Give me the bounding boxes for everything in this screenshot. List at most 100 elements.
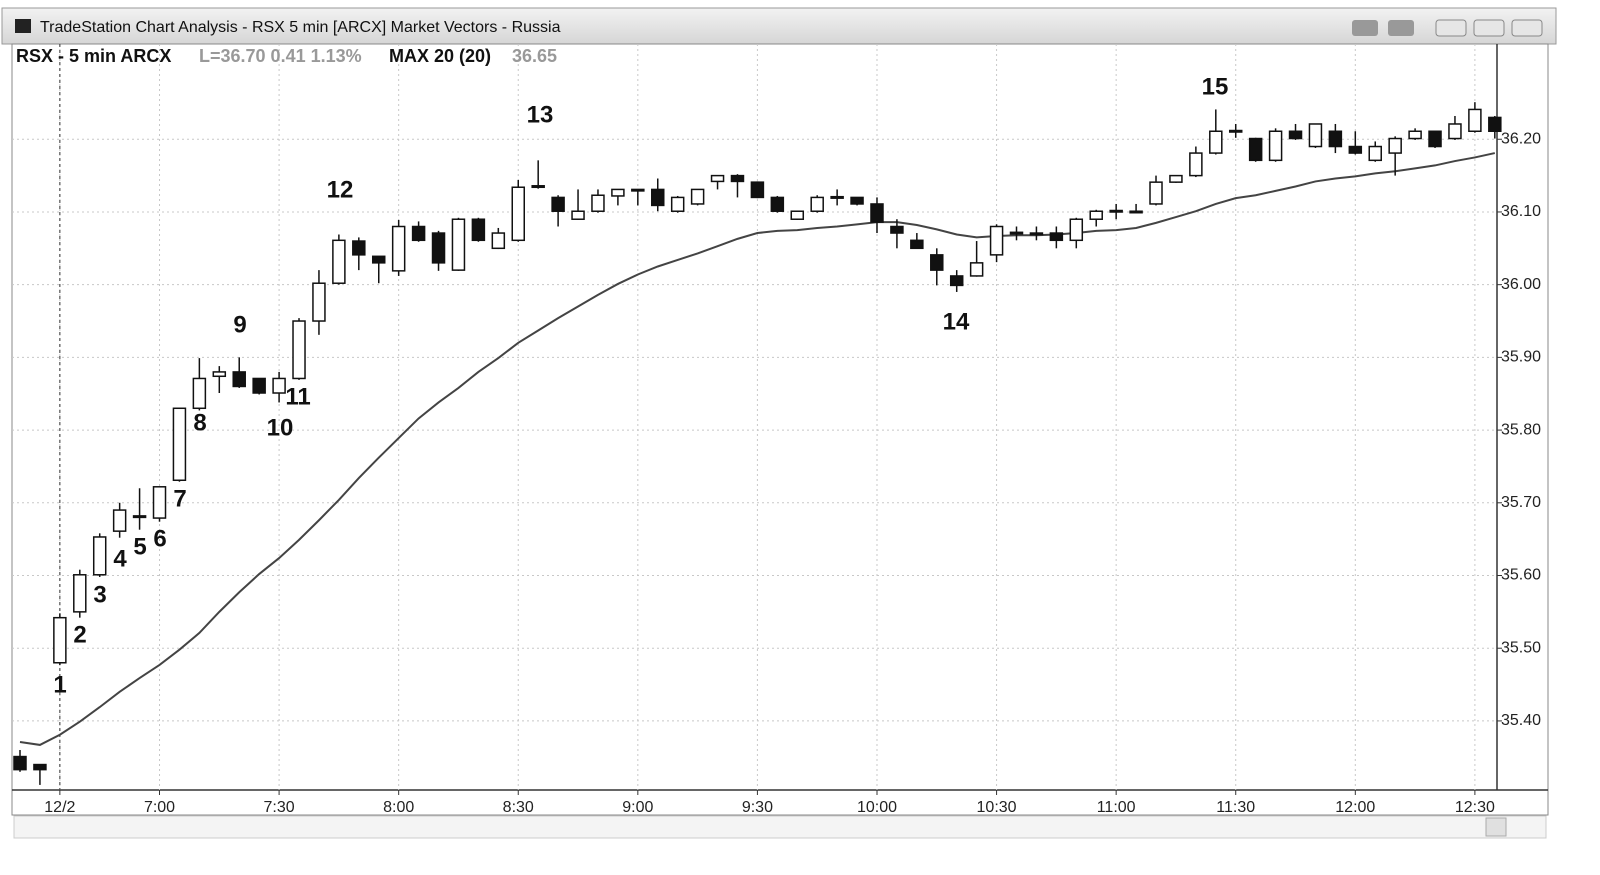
candle-body [212,371,227,378]
candle-body [451,218,466,271]
candle-body [651,188,665,207]
candle-body [411,225,426,242]
candle-body [1009,231,1024,235]
x-tick-label: 7:30 [264,799,295,816]
candle-body [292,320,306,380]
candle-body [1149,181,1163,205]
bar-annotation: 13 [527,101,554,128]
minimize-button[interactable] [1435,19,1467,37]
candle-body [1328,130,1343,148]
moving-average-line [19,152,1496,746]
candle-body [730,174,745,183]
scroll-thumb[interactable] [1485,817,1507,837]
candle-body [431,232,446,264]
bar-annotation: 11 [285,383,310,410]
bar-annotation: 8 [193,409,206,436]
candle-body [371,255,386,264]
x-tick-label: 9:00 [622,799,653,816]
candle-body [670,196,685,212]
window-buttons [1352,19,1543,37]
x-tick-label: 7:00 [144,799,175,816]
x-tick-label: 9:30 [742,799,773,816]
candle-body [591,194,605,212]
candle-body [391,225,406,272]
bar-annotation: 4 [113,545,127,572]
candle-body [491,232,506,250]
scrollbar[interactable] [13,815,1547,839]
candle-body [471,218,486,242]
candle-body [810,196,824,212]
x-tick-label: 12/2 [44,799,75,816]
candle-body [1448,123,1462,140]
bar-annotation: 1 [53,671,66,698]
candle-body [152,486,167,519]
title-bar [1,7,1557,45]
bar-annotation: 12 [327,176,354,203]
y-tick-label: 35.60 [1501,567,1541,584]
candle-body [750,181,765,199]
bar-annotation: 2 [73,621,86,648]
menu-button[interactable] [1352,20,1378,36]
y-tick-label: 35.80 [1501,421,1541,438]
candle-body [1049,232,1064,242]
candle-body [969,262,984,277]
candle-body [511,186,525,242]
candle-body [1189,152,1203,177]
candle-body [571,210,585,220]
close-button[interactable] [1511,19,1543,37]
x-tick-label: 11:30 [1216,799,1255,816]
plot: 35.40 35.50 35.60 35.70 35.80 35.90 36.00 36.10… [12,44,1541,816]
y-tick-label: 36.20 [1501,130,1541,147]
candle-body [73,574,87,613]
candle-body [332,239,346,284]
candle-body [1089,210,1103,220]
candle-body [1069,218,1084,242]
menu-button[interactable] [1388,20,1414,36]
candle-body [53,616,67,664]
candle-body [611,188,625,197]
candle-body [870,203,884,223]
candle-body [551,196,565,212]
candle-body [830,195,844,199]
candle-body [1169,174,1183,183]
candle-body [1348,145,1363,154]
candle-body [790,210,805,220]
candle-body [1428,130,1442,148]
x-tick-label: 8:30 [503,799,534,816]
candle-body [690,188,705,205]
candle-body [910,239,924,250]
y-tick-label: 35.90 [1501,349,1541,366]
candle-body [13,755,27,771]
candle-body [1228,129,1243,133]
bar-annotation: 15 [1202,73,1229,100]
candle-body [1368,145,1382,162]
candle-body [1288,130,1303,140]
x-tick-label: 8:00 [383,799,414,816]
y-tick-label: 35.40 [1501,712,1541,729]
candle-body [1388,137,1402,154]
candle-body [1109,209,1123,213]
candle-body [710,174,725,183]
indicator-label: MAX 20 (20) [389,46,491,66]
candle-body [949,275,964,287]
candle-body [890,225,904,234]
x-tick-label: 12:30 [1455,799,1495,816]
symbol-label: RSX - 5 min ARCX [16,46,171,66]
candle-body [1129,210,1143,214]
window-title: TradeStation Chart Analysis - RSX 5 min … [40,19,561,36]
candle-body [1248,137,1263,162]
x-tick-label: 10:00 [857,799,897,816]
candle-body [272,377,286,394]
bar-annotation: 3 [93,581,106,608]
candle-body [850,196,864,205]
maximize-button[interactable] [1473,19,1505,37]
bar-annotation: 6 [153,525,166,552]
bar-annotation: 10 [267,414,294,441]
candle-body [132,515,147,519]
candle-body [1488,116,1502,133]
candle-body [112,509,127,532]
bar-annotation: 5 [133,533,146,560]
candle-body [1209,130,1223,154]
